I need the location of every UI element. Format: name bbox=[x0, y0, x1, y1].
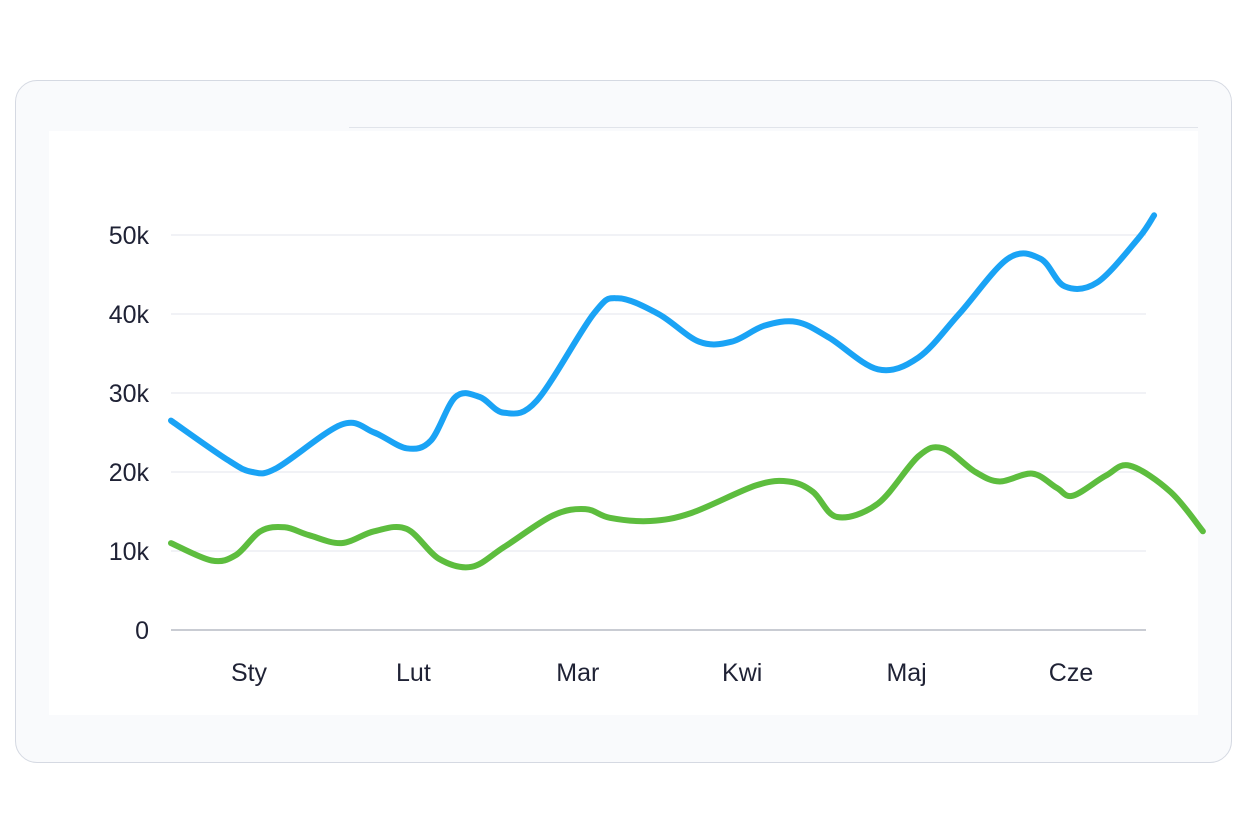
series-lines bbox=[168, 212, 1206, 571]
x-tick-label: Sty bbox=[231, 659, 268, 687]
x-tick-label: Mar bbox=[556, 659, 599, 687]
x-tick-label: Kwi bbox=[722, 659, 762, 687]
top-divider bbox=[349, 127, 1198, 128]
series-line-blue bbox=[168, 212, 1158, 477]
y-tick-label: 40k bbox=[109, 301, 150, 329]
series-line-green bbox=[168, 444, 1206, 571]
y-tick-label: 0 bbox=[135, 617, 149, 645]
x-tick-label: Lut bbox=[396, 659, 431, 687]
y-tick-label: 10k bbox=[109, 538, 150, 566]
x-tick-label: Cze bbox=[1049, 659, 1093, 687]
tick-labels: 0 10k 20k 30k 40k 50k Sty Lut Mar Kwi Maj Cze bbox=[109, 222, 1094, 687]
x-tick-label: Maj bbox=[886, 659, 926, 687]
plot-area bbox=[49, 131, 1198, 715]
y-tick-label: 30k bbox=[109, 380, 150, 408]
gridlines bbox=[171, 234, 1146, 552]
y-tick-label: 20k bbox=[109, 459, 150, 487]
y-tick-label: 50k bbox=[109, 222, 150, 250]
